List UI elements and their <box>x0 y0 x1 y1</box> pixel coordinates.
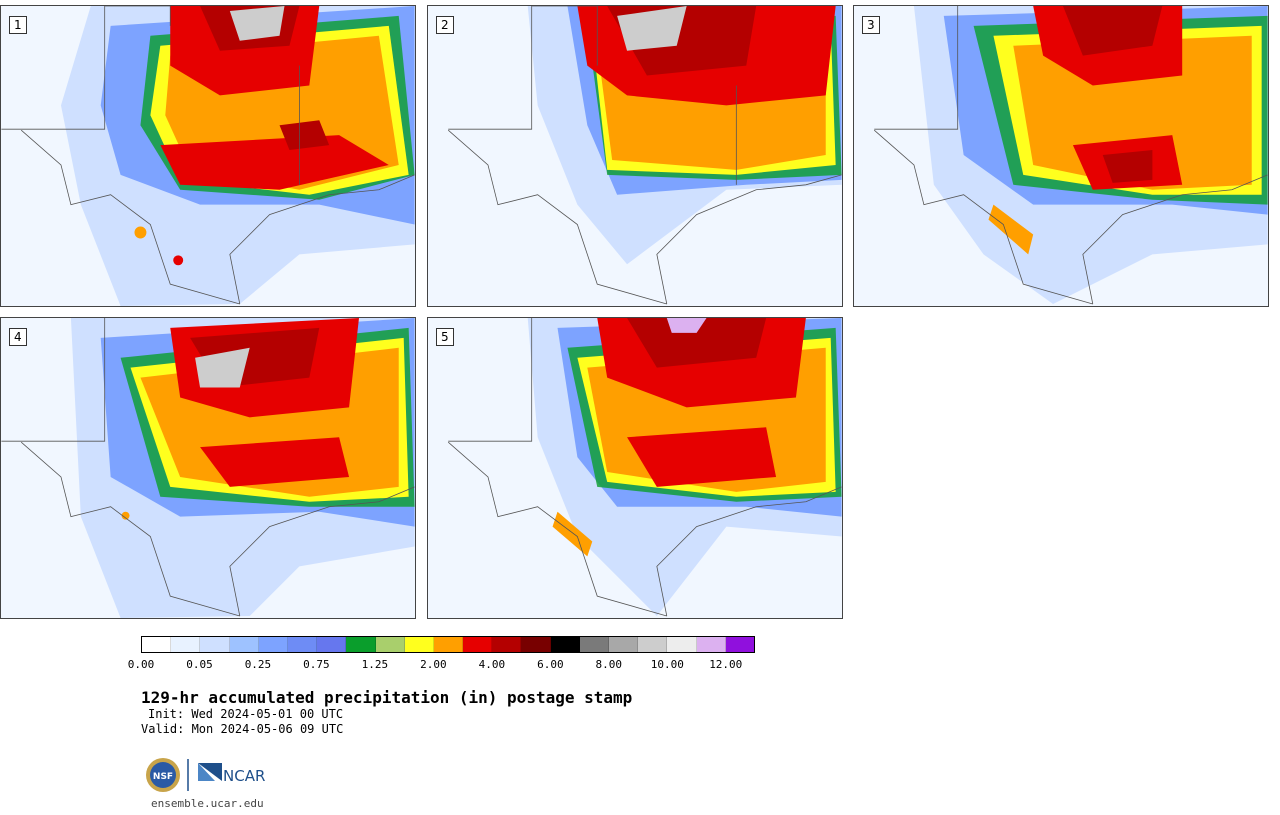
precip-map-2 <box>428 6 842 306</box>
precip-map-4 <box>1 318 415 618</box>
precip-map-1 <box>1 6 415 306</box>
member-5-map: 5 <box>427 317 843 619</box>
colorbar-segment <box>521 637 551 652</box>
colorbar-tick-label: 1.25 <box>361 658 389 671</box>
colorbar-segment <box>375 637 405 652</box>
colorbar-segment <box>463 637 493 652</box>
colorbar-segment <box>696 637 726 652</box>
colorbar-segment <box>404 637 434 652</box>
colorbar-tick-label: 8.00 <box>595 658 623 671</box>
member-1-map: 1 <box>0 5 416 307</box>
ncar-logo-icon: NCAR <box>198 763 265 785</box>
colorbar-segment <box>258 637 288 652</box>
member-label: 5 <box>436 328 454 346</box>
colorbar-segment <box>579 637 609 652</box>
colorbar-segment <box>550 637 580 652</box>
chart-title: 129-hr accumulated precipitation (in) po… <box>141 688 633 707</box>
member-3-map: 3 <box>853 5 1269 307</box>
precip-colorbar <box>141 636 755 653</box>
nsf-ncar-logos: NSF NCAR <box>146 758 265 792</box>
colorbar-segment <box>287 637 318 652</box>
colorbar-tick-label: 6.00 <box>537 658 564 671</box>
nsf-logo-text: NSF <box>153 772 173 782</box>
colorbar-tick-label: 0.00 <box>127 658 155 671</box>
colorbar-tick-label: 0.25 <box>244 658 272 671</box>
colorbar-segment <box>725 637 754 652</box>
colorbar-segment <box>142 637 172 652</box>
valid-time: Valid: Mon 2024-05-06 09 UTC <box>141 722 344 736</box>
colorbar-segment <box>492 637 522 652</box>
init-time: Init: Wed 2024-05-01 00 UTC <box>148 707 344 721</box>
member-label: 2 <box>436 16 454 34</box>
colorbar-segment <box>609 637 639 652</box>
colorbar-segment <box>171 637 201 652</box>
precip-map-3 <box>854 6 1268 306</box>
colorbar-segment <box>317 637 347 652</box>
colorbar-tick-label: 2.00 <box>420 658 447 671</box>
colorbar-segment <box>638 637 668 652</box>
member-2-map: 2 <box>427 5 843 307</box>
colorbar-tick-label: 0.05 <box>186 658 213 671</box>
precip-map-5 <box>428 318 842 618</box>
colorbar-segment <box>433 637 464 652</box>
colorbar-tick-label: 12.00 <box>709 658 743 671</box>
colorbar-segment <box>346 637 376 652</box>
member-label: 1 <box>9 16 27 34</box>
colorbar-segment <box>200 637 230 652</box>
colorbar-segment <box>229 637 259 652</box>
colorbar-tick-label: 0.75 <box>303 658 330 671</box>
member-4-map: 4 <box>0 317 416 619</box>
nsf-logo-icon: NSF <box>146 758 180 792</box>
member-label: 3 <box>862 16 880 34</box>
colorbar-tick-label: 10.00 <box>650 658 684 671</box>
member-label: 4 <box>9 328 27 346</box>
ncar-logo-text: NCAR <box>223 767 265 785</box>
colorbar-tick-label: 4.00 <box>478 658 506 671</box>
colorbar-segment <box>667 637 697 652</box>
site-url: ensemble.ucar.edu <box>151 797 264 810</box>
